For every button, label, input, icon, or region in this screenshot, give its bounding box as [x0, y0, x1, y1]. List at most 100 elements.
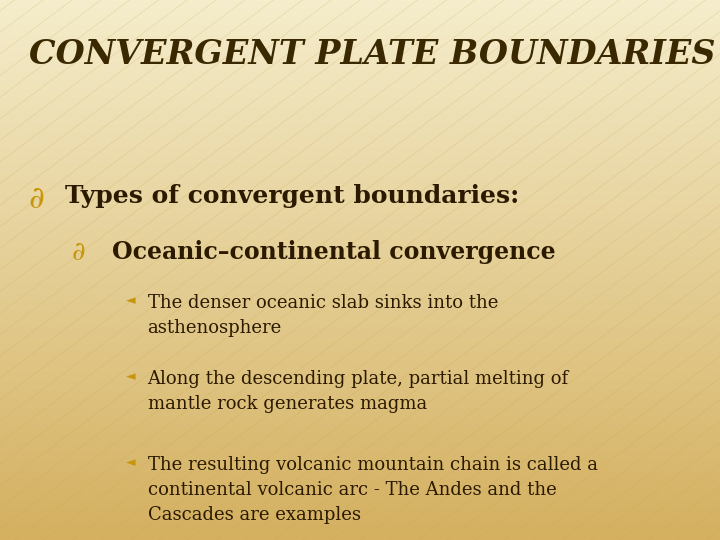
Bar — [0, 363, 720, 366]
Bar — [0, 380, 720, 382]
Bar — [0, 259, 720, 261]
Bar — [0, 166, 720, 167]
Bar — [0, 115, 720, 117]
Text: ◄: ◄ — [126, 294, 135, 307]
Text: Oceanic–continental convergence: Oceanic–continental convergence — [112, 240, 555, 264]
Bar — [0, 349, 720, 351]
Bar — [0, 432, 720, 434]
Bar — [0, 96, 720, 97]
Bar — [0, 252, 720, 254]
Bar — [0, 228, 720, 231]
Bar — [0, 295, 720, 297]
Bar — [0, 439, 720, 441]
Bar — [0, 275, 720, 277]
Bar — [0, 274, 720, 275]
Bar — [0, 225, 720, 227]
Bar — [0, 378, 720, 380]
Bar — [0, 25, 720, 27]
Bar — [0, 39, 720, 42]
Bar — [0, 137, 720, 139]
Bar — [0, 207, 720, 209]
Bar — [0, 104, 720, 106]
Bar — [0, 434, 720, 436]
Bar — [0, 243, 720, 245]
Bar — [0, 331, 720, 333]
Bar — [0, 2, 720, 4]
Bar — [0, 263, 720, 265]
Bar — [0, 106, 720, 108]
Bar — [0, 531, 720, 533]
Bar — [0, 15, 720, 16]
Bar — [0, 155, 720, 157]
Bar — [0, 290, 720, 292]
Bar — [0, 189, 720, 191]
Bar — [0, 454, 720, 455]
Bar — [0, 410, 720, 412]
Bar — [0, 42, 720, 43]
Bar — [0, 525, 720, 528]
Bar — [0, 184, 720, 185]
Text: ∂: ∂ — [72, 240, 86, 265]
Bar — [0, 387, 720, 389]
Bar — [0, 76, 720, 77]
Bar — [0, 11, 720, 12]
Bar — [0, 97, 720, 99]
Bar — [0, 18, 720, 20]
Bar — [0, 369, 720, 371]
Bar — [0, 302, 720, 304]
Bar — [0, 464, 720, 466]
Bar — [0, 45, 720, 47]
Bar — [0, 153, 720, 155]
Bar — [0, 417, 720, 420]
Bar — [0, 128, 720, 130]
Bar — [0, 340, 720, 342]
Bar — [0, 398, 720, 400]
Bar — [0, 162, 720, 164]
Bar — [0, 211, 720, 212]
Bar — [0, 477, 720, 479]
Bar — [0, 428, 720, 430]
Bar — [0, 223, 720, 225]
Bar — [0, 261, 720, 263]
Bar — [0, 326, 720, 328]
Text: ◄: ◄ — [126, 370, 135, 383]
Bar — [0, 448, 720, 450]
Bar — [0, 385, 720, 387]
Bar — [0, 56, 720, 58]
Bar — [0, 360, 720, 362]
Bar — [0, 520, 720, 522]
Bar — [0, 463, 720, 464]
Bar — [0, 187, 720, 189]
Bar — [0, 93, 720, 96]
Bar — [0, 66, 720, 69]
Bar — [0, 328, 720, 329]
Bar — [0, 112, 720, 113]
Text: ◄: ◄ — [126, 456, 135, 469]
Bar — [0, 169, 720, 171]
Bar — [0, 31, 720, 32]
Bar — [0, 538, 720, 540]
Text: CONVERGENT PLATE BOUNDARIES: CONVERGENT PLATE BOUNDARIES — [29, 38, 715, 71]
Bar — [0, 254, 720, 255]
Bar — [0, 9, 720, 11]
Bar — [0, 198, 720, 200]
Bar — [0, 409, 720, 410]
Text: Along the descending plate, partial melting of
mantle rock generates magma: Along the descending plate, partial melt… — [148, 370, 569, 413]
Bar — [0, 227, 720, 228]
Bar — [0, 304, 720, 306]
Bar — [0, 313, 720, 315]
Bar — [0, 218, 720, 220]
Bar — [0, 320, 720, 322]
Bar — [0, 490, 720, 491]
Bar — [0, 383, 720, 385]
Bar — [0, 301, 720, 302]
Bar — [0, 158, 720, 160]
Bar — [0, 142, 720, 144]
Bar — [0, 536, 720, 538]
Bar — [0, 324, 720, 326]
Bar — [0, 367, 720, 369]
Bar — [0, 491, 720, 493]
Bar — [0, 124, 720, 126]
Bar — [0, 27, 720, 29]
Bar — [0, 221, 720, 223]
